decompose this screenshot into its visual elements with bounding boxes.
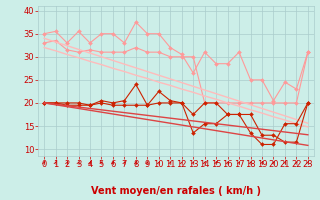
- X-axis label: Vent moyen/en rafales ( km/h ): Vent moyen/en rafales ( km/h ): [91, 186, 261, 196]
